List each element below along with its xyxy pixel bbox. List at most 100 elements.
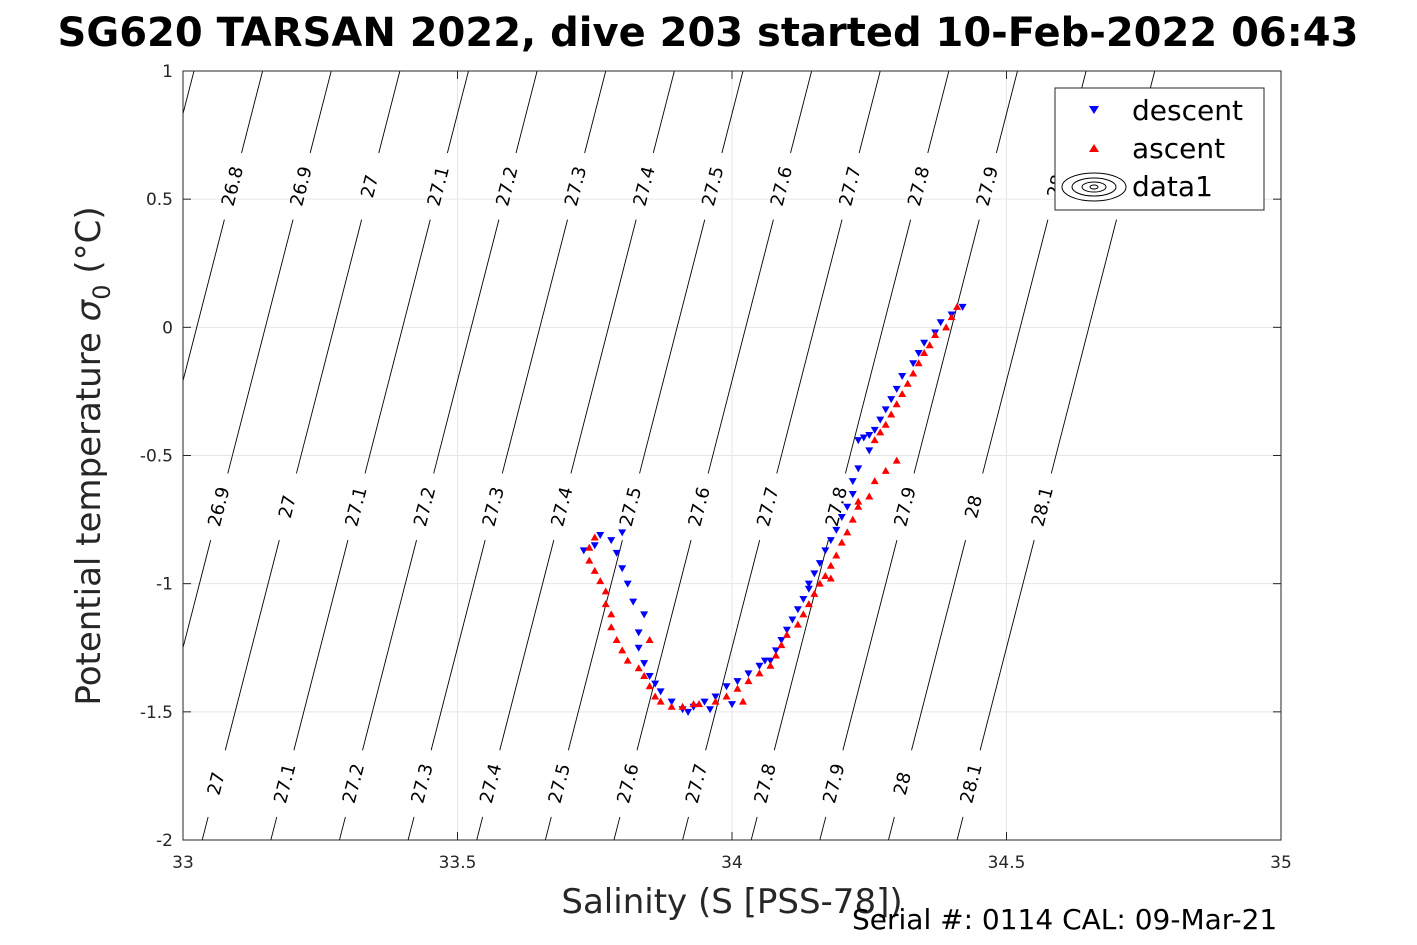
legend-descent-marker — [1089, 106, 1099, 114]
descent-point — [645, 672, 654, 680]
ascent-point — [881, 420, 890, 428]
ascent-point — [711, 697, 720, 705]
descent-point — [837, 514, 846, 522]
descent-point — [826, 537, 835, 545]
isopycnal-segment — [682, 816, 689, 840]
series-descent — [579, 303, 967, 716]
descent-point — [771, 647, 780, 655]
ascent-point — [909, 369, 918, 377]
descent-point — [909, 360, 918, 368]
ascent-point — [870, 436, 879, 444]
descent-point — [634, 644, 643, 652]
descent-point — [722, 683, 731, 691]
ascent-point — [744, 677, 753, 685]
descent-point — [881, 406, 890, 414]
descent-point — [612, 549, 621, 557]
isopycnal-segment — [913, 219, 980, 474]
descent-point — [766, 657, 775, 665]
descent-point — [777, 637, 786, 645]
ascent-point — [667, 702, 676, 710]
ascent-point — [590, 566, 599, 574]
ascent-point — [601, 587, 610, 595]
descent-point — [744, 670, 753, 678]
ascent-point — [793, 620, 802, 628]
isopycnal-segment — [270, 816, 278, 840]
ascent-point — [601, 600, 610, 608]
isopycnal-segment — [295, 219, 363, 474]
descent-point — [810, 570, 819, 578]
ascent-point — [738, 697, 747, 705]
ascent-point — [865, 492, 874, 500]
isopycnal-segment — [446, 71, 469, 154]
ascent-point — [618, 646, 627, 654]
ascent-point — [771, 651, 780, 659]
isopycnal-segment — [842, 539, 898, 751]
ascent-point — [870, 477, 879, 485]
ascent-point — [607, 623, 616, 631]
x-tick-label: 34.5 — [988, 853, 1026, 873]
descent-point — [859, 434, 868, 442]
isopycnal-segment — [911, 539, 966, 751]
ascent-point — [826, 561, 835, 569]
isopycnal-segment — [721, 71, 744, 154]
isopycnal-segment — [707, 219, 774, 474]
legend-descent: descent — [1089, 94, 1243, 127]
descent-point — [815, 560, 824, 568]
x-tick-label: 35 — [1270, 853, 1292, 873]
descent-point — [788, 616, 797, 624]
ascent-point — [942, 323, 951, 331]
ascent-point — [651, 692, 660, 700]
ascent-point — [804, 600, 813, 608]
isopycnal-segment — [776, 219, 843, 474]
isopycnal-segment — [19, 540, 73, 750]
ascent-point — [876, 428, 885, 436]
descent-point — [854, 437, 863, 445]
descent-point — [832, 526, 841, 534]
ascent-point — [678, 702, 687, 710]
descent-point — [892, 385, 901, 393]
isopycnal-segment — [201, 816, 209, 840]
descent-point — [914, 349, 923, 357]
ascent-point — [585, 543, 594, 551]
y-tick-label: -1.5 — [140, 703, 173, 723]
isopycnal-segment — [544, 816, 552, 840]
ascent-point — [920, 348, 929, 356]
descent-point — [684, 708, 693, 716]
isopycnal-segment — [927, 71, 950, 154]
descent-point — [920, 339, 929, 347]
ascent-point — [766, 661, 775, 669]
chart-title: SG620 TARSAN 2022, dive 203 started 10-F… — [58, 10, 1359, 56]
legend: descent ascent data1 — [1054, 87, 1265, 211]
ascent-point — [689, 700, 698, 708]
ascent-point — [695, 700, 704, 708]
ascent-point — [925, 341, 934, 349]
ascent-point — [645, 682, 654, 690]
ascent-point — [815, 579, 824, 587]
ascent-point — [947, 313, 956, 321]
isopycnal-segment — [183, 219, 225, 383]
descent-point — [793, 606, 802, 614]
descent-point — [596, 531, 605, 539]
ascent-point — [826, 574, 835, 582]
descent-point — [782, 626, 791, 634]
descent-point — [898, 373, 907, 381]
isopycnal-segment — [613, 816, 621, 840]
descent-point — [728, 701, 736, 709]
ascent-point — [887, 410, 896, 418]
ascent-point — [623, 656, 632, 664]
legend-ascent-label: ascent — [1132, 132, 1225, 165]
legend-ascent-marker — [1089, 144, 1099, 152]
descent-point — [640, 611, 649, 619]
isopycnal-27.9: 27.927.927.9 — [819, 71, 1018, 840]
ascent-point — [777, 641, 786, 649]
x-axis-ticks: 33 33.5 34 34.5 35 — [172, 71, 1292, 873]
descent-point — [623, 580, 632, 588]
isopycnal-segment — [339, 816, 346, 840]
x-axis-label: Salinity (S [PSS-78]) — [561, 882, 902, 922]
y-tick-label: 1 — [162, 62, 173, 82]
isopycnal-segment — [378, 71, 401, 154]
ascent-point — [722, 692, 731, 700]
y-axis-label-subscript: 0 — [88, 284, 116, 299]
descent-point — [755, 662, 764, 670]
descent-point — [629, 598, 638, 606]
